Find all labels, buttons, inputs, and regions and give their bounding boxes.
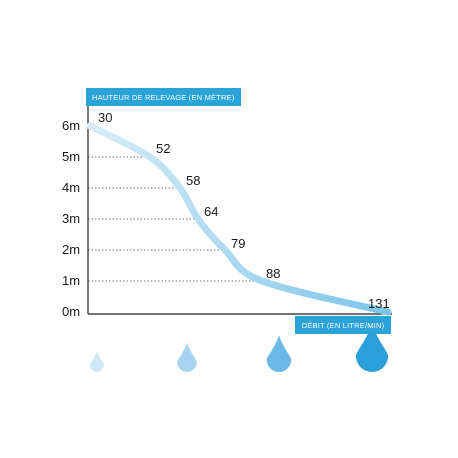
y-tick-label: 0m <box>62 304 80 319</box>
y-tick-label: 6m <box>62 118 80 133</box>
y-tick-label: 1m <box>62 273 80 288</box>
y-tick-label: 4m <box>62 180 80 195</box>
y-tick-label: 3m <box>62 211 80 226</box>
data-label: 88 <box>266 266 280 281</box>
water-drop-icon <box>266 335 292 372</box>
water-drop-icon <box>177 342 197 373</box>
y-axis-label: HAUTEUR DE RELEVAGE (EN MÈTRE) <box>86 88 241 106</box>
data-label: 30 <box>98 110 112 125</box>
series-curve <box>86 122 392 316</box>
data-label: 131 <box>368 296 390 311</box>
data-label: 52 <box>156 141 170 156</box>
data-label: 64 <box>204 204 218 219</box>
y-tick-label: 5m <box>62 149 80 164</box>
water-drop-icon <box>90 351 104 372</box>
water-drop-icon <box>355 323 389 372</box>
data-label: 79 <box>231 236 245 251</box>
data-label: 58 <box>186 173 200 188</box>
x-axis-label: DÉBIT (EN LITRE/MIN) <box>295 316 391 334</box>
y-tick-label: 2m <box>62 242 80 257</box>
